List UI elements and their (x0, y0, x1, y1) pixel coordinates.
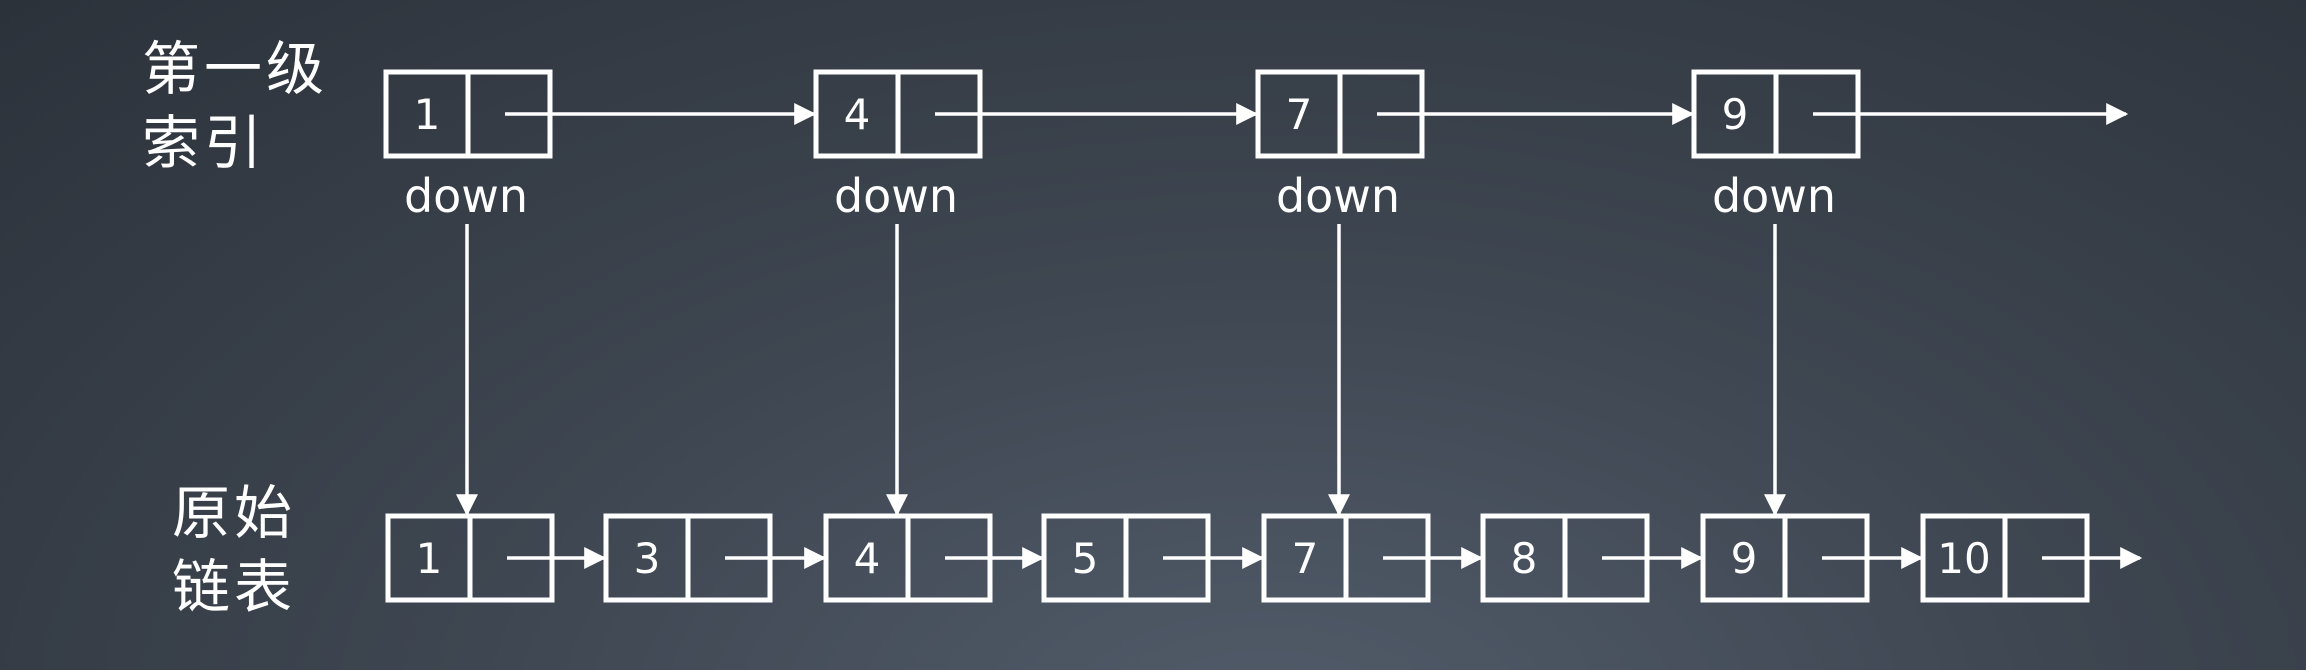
index-node-2-value: 4 (844, 90, 871, 139)
base-node-4-value: 5 (1072, 534, 1099, 583)
base-node-8-value: 10 (1937, 534, 1990, 583)
down-label-3: down (1276, 169, 1400, 223)
index-node-3-value: 7 (1286, 90, 1313, 139)
base-node-6-value: 8 (1511, 534, 1538, 583)
index-node-4-value: 9 (1722, 90, 1749, 139)
base-label-line2: 链表 (172, 553, 297, 621)
index-label-line2: 索引 (142, 109, 267, 177)
down-label-2: down (834, 169, 958, 223)
base-node-5-value: 7 (1292, 534, 1319, 583)
base-label-line1: 原始 (172, 479, 297, 547)
index-label-line1: 第一级 (142, 35, 329, 103)
index-node-1-value: 1 (414, 90, 441, 139)
base-node-7-value: 9 (1731, 534, 1758, 583)
down-label-1: down (404, 169, 528, 223)
down-label-4: down (1712, 169, 1836, 223)
base-node-2-value: 3 (634, 534, 661, 583)
index-level-label: 第一级 索引 (142, 32, 328, 180)
base-list-label: 原始 链表 (172, 476, 296, 624)
base-node-1-value: 1 (416, 534, 443, 583)
base-node-3-value: 4 (854, 534, 881, 583)
